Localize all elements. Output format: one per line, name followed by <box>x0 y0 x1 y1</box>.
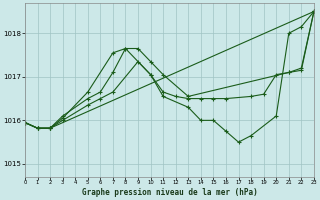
X-axis label: Graphe pression niveau de la mer (hPa): Graphe pression niveau de la mer (hPa) <box>82 188 257 197</box>
